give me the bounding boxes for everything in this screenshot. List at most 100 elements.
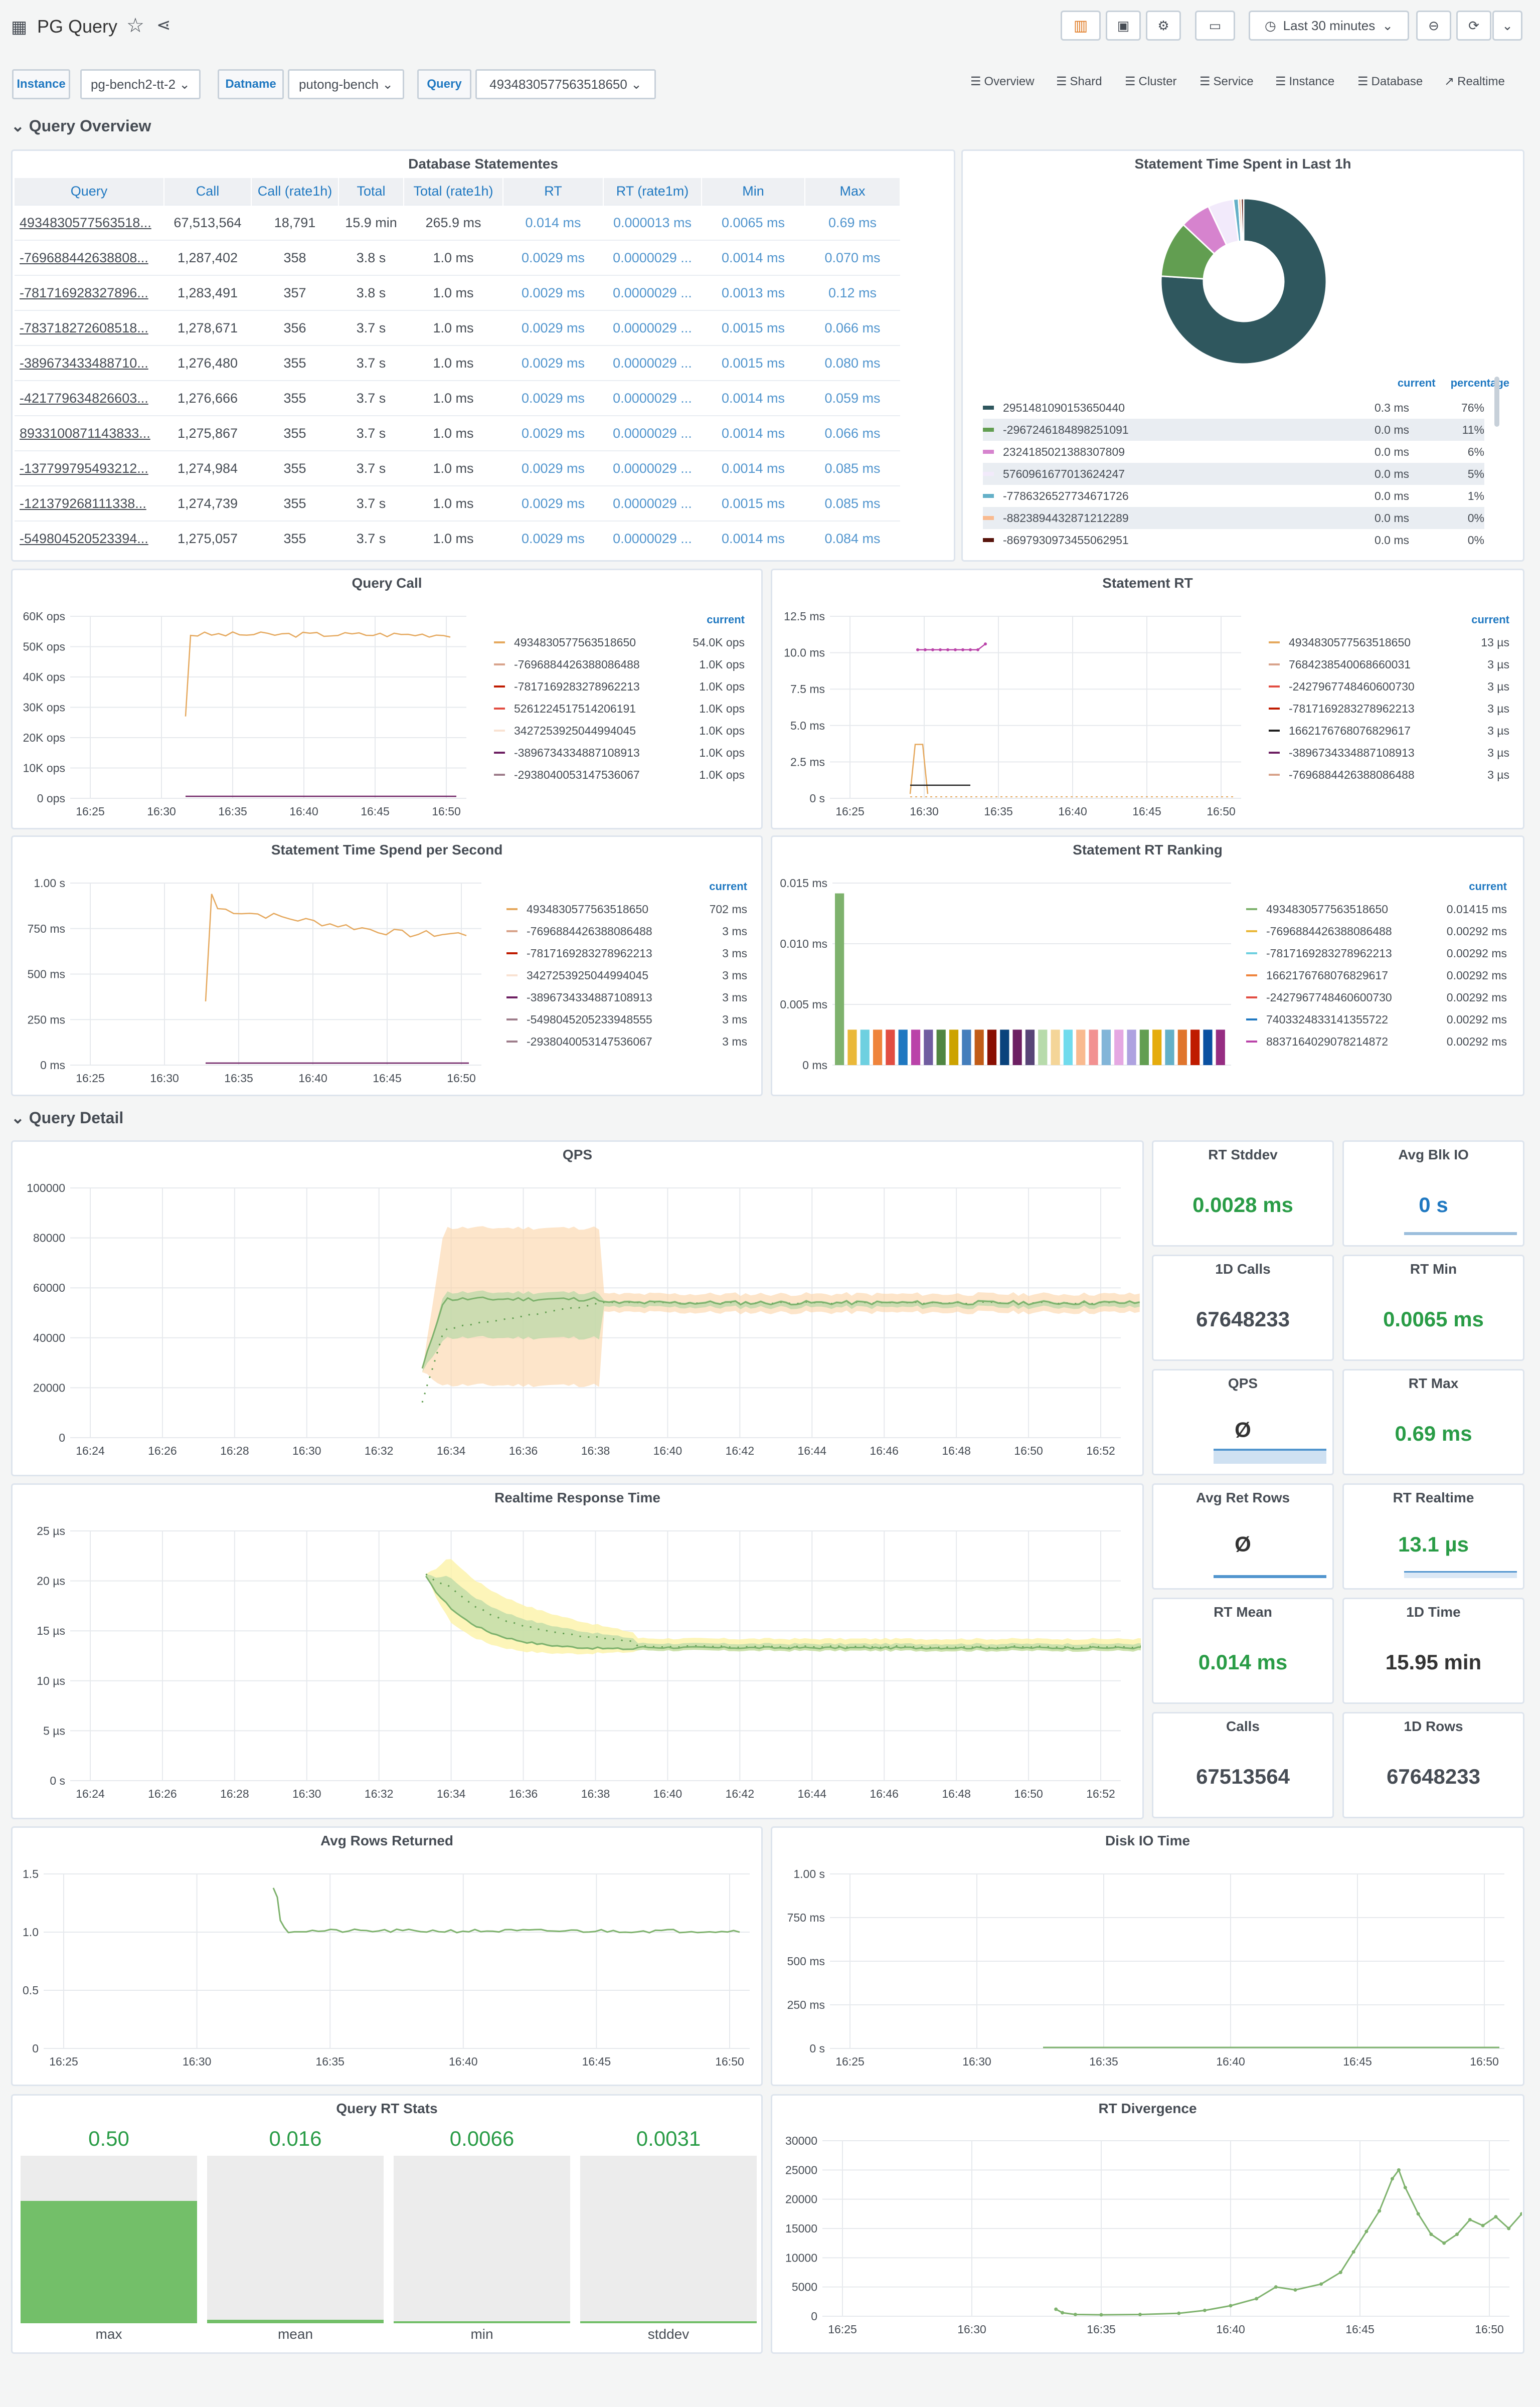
table-row[interactable]: 8933100871143833... 1,275,867 355 3.7 s 1.0 … bbox=[15, 415, 900, 451]
row-overview[interactable]: ⌄ Query Overview bbox=[11, 116, 151, 135]
col-header[interactable]: Call (rate1h) bbox=[251, 178, 339, 205]
legend-item[interactable]: -2427967748460600730 3 µs bbox=[1269, 675, 1509, 698]
apps-icon[interactable]: ▦ bbox=[11, 18, 28, 37]
legend-item[interactable]: 4934830577563518650 54.0K ops bbox=[494, 631, 745, 653]
link-database[interactable]: ☰ Database bbox=[1357, 74, 1423, 89]
scrollbar[interactable] bbox=[1494, 377, 1499, 427]
legend-item[interactable]: 4934830577563518650 0.01415 ms bbox=[1246, 898, 1507, 920]
link-service[interactable]: ☰ Service bbox=[1200, 74, 1254, 89]
share-icon[interactable]: ⋖ bbox=[156, 16, 171, 35]
col-header[interactable]: Total bbox=[338, 178, 404, 205]
legend-item[interactable]: -7817169283278962213 3 ms bbox=[506, 942, 747, 964]
table-row[interactable]: -769688442638808... 1,287,402 358 3.8 s 1.0 … bbox=[15, 240, 900, 275]
query-id-link[interactable]: -781716928327896... bbox=[15, 275, 164, 310]
legend-item[interactable]: 4934830577563518650 702 ms bbox=[506, 898, 747, 920]
zoom-out-button[interactable]: ⊖ bbox=[1416, 11, 1451, 41]
legend-header-current[interactable]: current bbox=[1397, 377, 1436, 389]
table-row[interactable]: -389673433488710... 1,276,480 355 3.7 s 1.0 … bbox=[15, 345, 900, 381]
dashboard-title[interactable]: PG Query bbox=[37, 16, 118, 37]
query-id-link[interactable]: -389673433488710... bbox=[15, 345, 164, 381]
legend-item[interactable]: -3896734334887108913 3 µs bbox=[1269, 742, 1509, 764]
legend-item[interactable]: -8823894432871212289 0.0 ms 0% bbox=[983, 507, 1484, 529]
legend-item[interactable]: -7817169283278962213 3 µs bbox=[1269, 698, 1509, 720]
table-row[interactable]: -421779634826603... 1,276,666 355 3.7 s 1.0 … bbox=[15, 380, 900, 416]
legend-value: 3 ms bbox=[722, 924, 747, 938]
legend-item[interactable]: 1662176768076829617 0.00292 ms bbox=[1246, 964, 1507, 986]
var-datname-select[interactable]: putong-bench ⌄ bbox=[288, 69, 404, 99]
legend-header-percentage[interactable]: percentage bbox=[1450, 377, 1509, 389]
col-header[interactable]: Total (rate1h) bbox=[404, 178, 503, 205]
legend-item[interactable]: 3427253925044994045 3 ms bbox=[506, 964, 747, 986]
legend-item[interactable]: 5261224517514206191 1.0K ops bbox=[494, 698, 745, 720]
legend-item[interactable]: -7786326527734671726 0.0 ms 1% bbox=[983, 485, 1484, 507]
legend-item[interactable]: -7696884426388086488 0.00292 ms bbox=[1246, 920, 1507, 942]
query-id-link[interactable]: 8933100871143833... bbox=[15, 415, 164, 451]
query-id-link[interactable]: -783718272608518... bbox=[15, 310, 164, 346]
legend-item[interactable]: -5498045205233948555 3 ms bbox=[506, 1008, 747, 1030]
legend-item[interactable]: -3896734334887108913 3 ms bbox=[506, 986, 747, 1008]
legend-item[interactable]: -7696884426388086488 3 µs bbox=[1269, 764, 1509, 786]
col-header[interactable]: Max bbox=[805, 178, 901, 205]
query-id-link[interactable]: -769688442638808... bbox=[15, 240, 164, 275]
legend-item[interactable]: 5760961677013624247 0.0 ms 5% bbox=[983, 463, 1484, 485]
table-row[interactable]: -781716928327896... 1,283,491 357 3.8 s 1.0 … bbox=[15, 275, 900, 310]
table-cell: 15.9 min bbox=[338, 205, 404, 240]
legend-item[interactable]: -7817169283278962213 0.00292 ms bbox=[1246, 942, 1507, 964]
legend-item[interactable]: 1662176768076829617 3 µs bbox=[1269, 720, 1509, 742]
link-shard[interactable]: ☰ Shard bbox=[1056, 74, 1102, 89]
tv-mode-button[interactable]: ▭ bbox=[1195, 11, 1235, 41]
query-id-link[interactable]: -549804520523394... bbox=[15, 521, 164, 556]
legend-header-current[interactable]: current bbox=[1471, 613, 1509, 626]
legend-item[interactable]: -7696884426388086488 3 ms bbox=[506, 920, 747, 942]
bar-gauge-group: 0.50 max 0.016 mean 0.0066 min 0.0031 stddev bbox=[21, 2121, 757, 2351]
table-row[interactable]: -137799795493212... 1,274,984 355 3.7 s 1.0 … bbox=[15, 450, 900, 486]
col-header[interactable]: RT bbox=[503, 178, 604, 205]
legend-item[interactable]: -2427967748460600730 0.00292 ms bbox=[1246, 986, 1507, 1008]
table-row[interactable]: -549804520523394... 1,275,057 355 3.7 s 1.0 … bbox=[15, 521, 900, 556]
legend-header-current[interactable]: current bbox=[709, 880, 747, 893]
row-detail[interactable]: ⌄ Query Detail bbox=[11, 1108, 123, 1127]
legend-item[interactable]: 4934830577563518650 13 µs bbox=[1269, 631, 1509, 653]
col-header[interactable]: Call bbox=[164, 178, 252, 205]
legend-item[interactable]: -2967246184898251091 0.0 ms 11% bbox=[983, 419, 1484, 441]
table-row[interactable]: -783718272608518... 1,278,671 356 3.7 s 1.0 … bbox=[15, 310, 900, 346]
col-header[interactable]: Query bbox=[15, 178, 164, 205]
legend-item[interactable]: 8837164029078214872 0.00292 ms bbox=[1246, 1030, 1507, 1053]
legend-item[interactable]: 7403324833141355722 0.00292 ms bbox=[1246, 1008, 1507, 1030]
query-id-link[interactable]: -421779634826603... bbox=[15, 380, 164, 416]
legend-header-current[interactable]: current bbox=[707, 613, 745, 626]
legend-item[interactable]: -3896734334887108913 1.0K ops bbox=[494, 742, 745, 764]
series-point bbox=[1054, 2307, 1058, 2311]
table-row[interactable]: -121379268111338... 1,274,739 355 3.7 s 1.0 … bbox=[15, 485, 900, 521]
legend-item[interactable]: 2324185021388307809 0.0 ms 6% bbox=[983, 441, 1484, 463]
link-overview[interactable]: ☰ Overview bbox=[970, 74, 1035, 89]
col-header[interactable]: Min bbox=[702, 178, 805, 205]
table-row[interactable]: 4934830577563518... 67,513,564 18,791 15.9 … bbox=[15, 205, 900, 240]
legend-header-current[interactable]: current bbox=[1469, 880, 1507, 893]
legend-item[interactable]: -2938040053147536067 1.0K ops bbox=[494, 764, 745, 786]
col-header[interactable]: RT (rate1m) bbox=[603, 178, 702, 205]
link-realtime[interactable]: ↗ Realtime bbox=[1444, 74, 1505, 89]
link-instance[interactable]: ☰ Instance bbox=[1275, 74, 1334, 89]
time-picker[interactable]: ◷ Last 30 minutes ⌄ bbox=[1249, 11, 1409, 41]
refresh-interval-button[interactable]: ⌄ bbox=[1492, 11, 1522, 41]
legend-item[interactable]: 3427253925044994045 1.0K ops bbox=[494, 720, 745, 742]
legend-item[interactable]: -8697930973455062951 0.0 ms 0% bbox=[983, 529, 1484, 551]
legend-item[interactable]: 7684238540068660031 3 µs bbox=[1269, 653, 1509, 675]
legend-item[interactable]: -7696884426388086488 1.0K ops bbox=[494, 653, 745, 675]
legend-item[interactable]: -2938040053147536067 3 ms bbox=[506, 1030, 747, 1053]
settings-button[interactable]: ⚙ bbox=[1146, 11, 1181, 41]
star-icon[interactable]: ☆ bbox=[126, 15, 144, 37]
add-panel-button[interactable]: ▥ bbox=[1061, 11, 1101, 41]
query-id-link[interactable]: -137799795493212... bbox=[15, 450, 164, 486]
save-button[interactable]: ▣ bbox=[1106, 11, 1141, 41]
legend-item[interactable]: -7817169283278962213 1.0K ops bbox=[494, 675, 745, 698]
legend-item[interactable]: 2951481090153650440 0.3 ms 76% bbox=[983, 397, 1484, 419]
query-id-link[interactable]: 4934830577563518... bbox=[15, 205, 164, 240]
refresh-button[interactable]: ⟳ bbox=[1456, 11, 1491, 41]
var-instance-select[interactable]: pg-bench2-tt-2 ⌄ bbox=[80, 69, 201, 99]
legend-series-name: -3896734334887108913 bbox=[527, 990, 652, 1004]
var-query-select[interactable]: 4934830577563518650 ⌄ bbox=[475, 69, 656, 99]
link-cluster[interactable]: ☰ Cluster bbox=[1125, 74, 1177, 89]
query-id-link[interactable]: -121379268111338... bbox=[15, 485, 164, 521]
